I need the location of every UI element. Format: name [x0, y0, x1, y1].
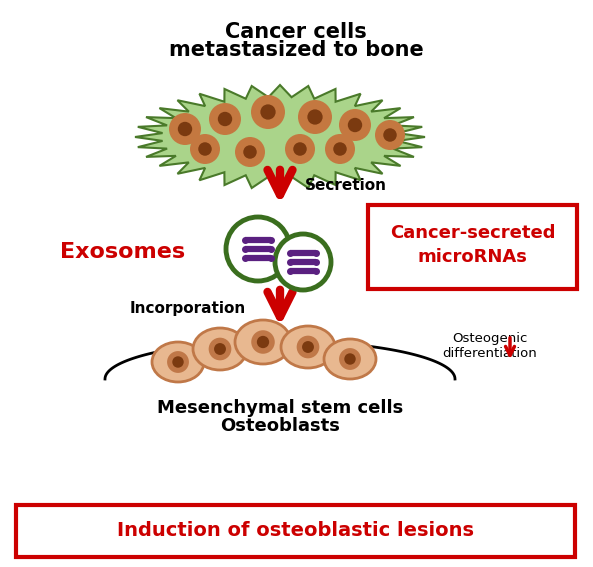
Ellipse shape — [235, 320, 291, 364]
Circle shape — [167, 351, 189, 373]
Circle shape — [257, 336, 269, 348]
Circle shape — [383, 128, 397, 142]
Circle shape — [243, 145, 257, 159]
Circle shape — [333, 142, 347, 156]
Circle shape — [214, 343, 226, 355]
Circle shape — [339, 348, 361, 370]
Circle shape — [275, 234, 331, 290]
Circle shape — [178, 122, 192, 136]
Circle shape — [348, 118, 362, 132]
Polygon shape — [135, 85, 425, 189]
Circle shape — [251, 95, 285, 129]
Circle shape — [285, 134, 315, 164]
Ellipse shape — [152, 342, 204, 382]
Text: Cancer-secreted
microRNAs: Cancer-secreted microRNAs — [390, 224, 555, 266]
Text: Mesenchymal stem cells: Mesenchymal stem cells — [157, 399, 403, 417]
Ellipse shape — [193, 328, 247, 370]
Circle shape — [294, 142, 307, 156]
Circle shape — [173, 356, 184, 368]
Circle shape — [296, 336, 320, 358]
Circle shape — [345, 353, 356, 365]
Circle shape — [375, 120, 405, 150]
Text: Cancer cells: Cancer cells — [225, 22, 367, 42]
Text: Osteoblasts: Osteoblasts — [220, 417, 340, 435]
Circle shape — [307, 109, 323, 125]
Text: Secretion: Secretion — [305, 177, 387, 193]
Circle shape — [260, 104, 276, 120]
Circle shape — [302, 341, 314, 353]
Text: Induction of osteoblastic lesions: Induction of osteoblastic lesions — [117, 522, 474, 540]
Ellipse shape — [324, 339, 376, 379]
Circle shape — [251, 330, 275, 354]
Circle shape — [226, 217, 290, 281]
Circle shape — [218, 112, 232, 126]
Circle shape — [339, 109, 371, 141]
Circle shape — [209, 338, 231, 361]
Circle shape — [198, 142, 212, 156]
Circle shape — [235, 137, 265, 167]
FancyBboxPatch shape — [368, 205, 577, 289]
Circle shape — [298, 100, 332, 134]
FancyBboxPatch shape — [16, 505, 575, 557]
Text: Exosomes: Exosomes — [60, 242, 185, 262]
Circle shape — [325, 134, 355, 164]
Text: metastasized to bone: metastasized to bone — [168, 40, 423, 60]
Circle shape — [209, 103, 241, 135]
Circle shape — [190, 134, 220, 164]
Text: Incorporation: Incorporation — [130, 302, 246, 316]
Circle shape — [169, 113, 201, 145]
Ellipse shape — [281, 326, 335, 368]
Text: Osteogenic
differentiation: Osteogenic differentiation — [442, 332, 537, 360]
